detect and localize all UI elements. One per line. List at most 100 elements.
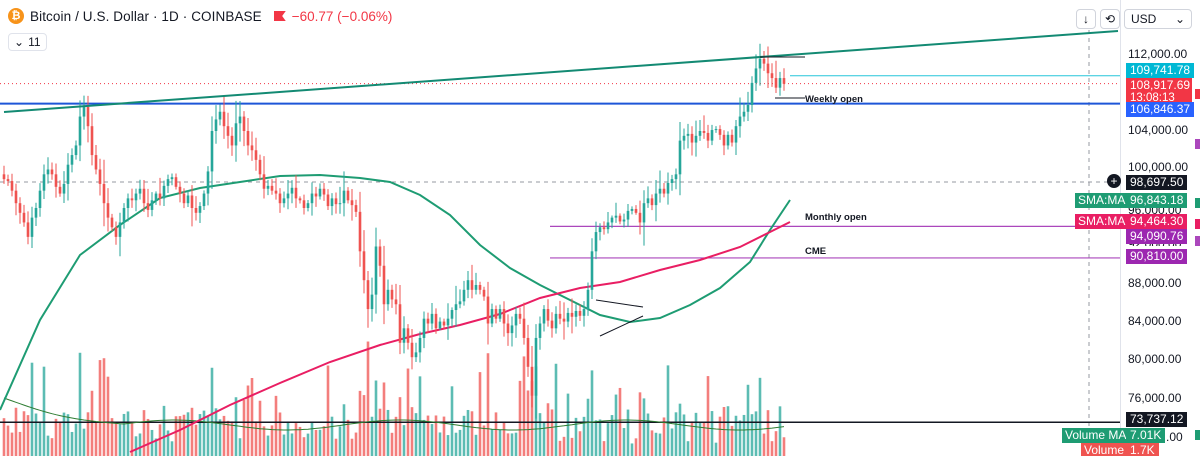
candle-body [14,190,18,204]
candle-body [194,208,198,213]
candle-body [658,188,662,194]
candle-body [46,169,50,175]
volume-bar [650,430,654,456]
level-marker[interactable] [1195,236,1200,246]
volume-bar [246,385,250,456]
volume-bar [198,414,202,456]
candle-body [630,208,634,211]
candle-body [294,187,298,199]
candle-body [502,309,506,324]
volume-bar [58,422,62,456]
alert-marker[interactable] [1195,89,1200,99]
candle-body [158,193,162,199]
volume-bar [770,441,774,456]
add-alert-icon[interactable]: + [1107,174,1121,188]
volume-bar [754,411,758,456]
volume-bar [654,432,658,456]
volume-bar [166,430,170,456]
cme-label[interactable]: CME [805,246,827,257]
volume-bar [422,419,426,456]
candle-body [258,159,262,175]
volume-bar [490,429,494,456]
level-marker[interactable] [1195,219,1200,229]
volume-bar [730,425,734,456]
candle-body [462,289,466,302]
moving-averages [0,173,791,453]
candle-body [754,68,758,83]
volume-bar [394,416,398,456]
weekly-open-label[interactable]: Weekly open [805,94,863,105]
volume-bar [510,433,514,456]
volume-bar [718,416,722,456]
candle-body [734,126,738,143]
level-marker[interactable] [1195,430,1200,440]
candle-body [422,318,426,338]
candle-body [306,203,310,208]
candle-body [150,200,154,210]
sma-red-tag: 94,464.30 [1126,214,1188,229]
refresh-icon: ⟲ [1104,12,1116,26]
candle-body [42,174,46,191]
volume-bar [106,376,110,456]
scroll-to-latest-button[interactable]: ↓ [1076,9,1096,29]
volume-bar [474,434,478,456]
monthly-open-label[interactable]: Monthly open [805,212,867,223]
candle-body [270,185,274,191]
volume-bar [238,438,242,456]
candle-body [702,131,706,133]
candle-body [750,82,754,106]
volume-bar [466,409,470,456]
volume-bar [710,411,714,456]
volume-bar [154,438,158,456]
currency-select[interactable]: USD ⌄ [1124,9,1192,29]
volume-name: Volume [1081,443,1128,456]
candle-body [374,246,378,295]
level-marker[interactable] [1195,198,1200,208]
candle-body [766,63,770,74]
candle-body [74,145,78,156]
candle-body [474,285,478,290]
candle-body [318,188,322,197]
volume-bar [66,414,70,456]
grid [0,0,1121,456]
candle-body [450,310,454,319]
candle-body [746,105,750,112]
volume-bar [774,431,778,456]
volume-bar [522,356,526,456]
candle-body [26,222,30,237]
volume-bar [530,381,534,456]
candle-body [34,208,38,218]
candle-body [178,186,182,194]
volume-bar [218,419,222,456]
candle-body [742,111,746,117]
volume-bar [666,365,670,456]
candle-body [410,342,414,358]
candle-body [226,126,230,136]
volume-bar [682,414,686,456]
candle-body [242,116,246,131]
volume-bar [430,424,434,456]
sma-red-line [129,221,791,453]
candle-body [406,328,410,343]
auto-scale-button[interactable]: ⟲ [1100,9,1120,29]
candle-body [338,203,342,205]
arrow-down-icon: ↓ [1083,12,1089,26]
volume-bar [662,417,666,456]
candle-body [706,132,710,141]
candle-body [758,58,762,69]
candle-body [458,301,462,305]
level-marker[interactable] [1195,139,1200,149]
volume-bar [26,415,30,456]
volume-bar [318,429,322,456]
volume-bar [586,398,590,456]
volume-bar [694,412,698,456]
flag-icon[interactable] [273,11,286,21]
volume-bar [538,413,542,456]
symbol-title[interactable]: Bitcoin / U.S. Dollar · 1D · COINBASE [30,8,262,24]
indicators-collapse-button[interactable]: ⌄ 11 [8,33,47,51]
candle-body [162,185,166,199]
volume-bar [374,380,378,456]
volume-bar [302,437,306,456]
volume-tag: 1.7K [1126,443,1159,456]
